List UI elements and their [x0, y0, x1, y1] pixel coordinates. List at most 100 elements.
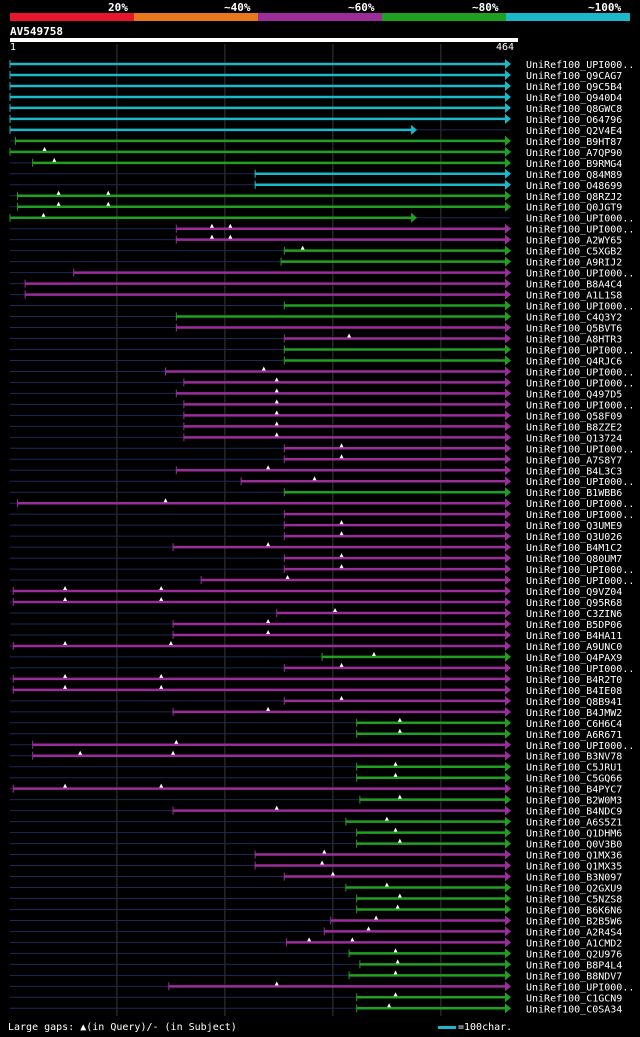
- hit-name-label[interactable]: UniRef100_C4Q3Y2: [526, 313, 622, 324]
- hit-name-label[interactable]: UniRef100_Q9CAG7: [526, 71, 622, 82]
- hit-row[interactable]: UniRef100_Q0JGT9: [10, 201, 622, 214]
- hit-name-label[interactable]: UniRef100_Q1MX35: [526, 862, 622, 873]
- hit-name-label[interactable]: UniRef100_A9RIJ2: [526, 258, 622, 269]
- hit-row[interactable]: UniRef100_O64796: [9, 113, 622, 126]
- hit-name-label[interactable]: UniRef100_B4L3C3: [526, 466, 622, 477]
- hit-name-label[interactable]: UniRef100_Q4PAX9: [526, 653, 622, 664]
- hit-row[interactable]: UniRef100_UPI000..: [10, 564, 634, 576]
- hit-row[interactable]: UniRef100_Q497D5: [10, 388, 622, 400]
- hit-row[interactable]: UniRef100_Q3UME9: [10, 520, 622, 532]
- hit-row[interactable]: UniRef100_A6S5Z1: [10, 816, 622, 829]
- hit-name-label[interactable]: UniRef100_UPI000..: [526, 499, 634, 510]
- hit-row[interactable]: UniRef100_Q58F09: [10, 410, 622, 422]
- hit-name-label[interactable]: UniRef100_A6R671: [526, 730, 622, 741]
- hit-name-label[interactable]: UniRef100_C0SA34: [526, 1004, 622, 1015]
- hit-name-label[interactable]: UniRef100_B4JMW2: [526, 708, 622, 719]
- hit-name-label[interactable]: UniRef100_B4R2T0: [526, 675, 622, 686]
- hit-name-label[interactable]: UniRef100_Q0JGT9: [526, 203, 622, 214]
- hit-name-label[interactable]: UniRef100_C5GQ66: [526, 774, 622, 785]
- hit-row[interactable]: UniRef100_Q80UM7: [10, 553, 622, 565]
- hit-name-label[interactable]: UniRef100_B5DP06: [526, 620, 622, 631]
- hit-row[interactable]: UniRef100_C5NZS8: [10, 893, 622, 905]
- hit-row[interactable]: UniRef100_B2W0M3: [10, 794, 622, 807]
- hit-row[interactable]: UniRef100_B5DP06: [10, 618, 622, 631]
- hit-name-label[interactable]: UniRef100_A8HTR3: [526, 335, 622, 346]
- hit-row[interactable]: UniRef100_C0SA34: [10, 1003, 622, 1015]
- hit-name-label[interactable]: UniRef100_Q3U026: [526, 532, 622, 543]
- hit-name-label[interactable]: UniRef100_O64796: [526, 115, 622, 126]
- hit-name-label[interactable]: UniRef100_Q4RJC6: [526, 356, 622, 367]
- hit-row[interactable]: UniRef100_UPI000..: [10, 366, 634, 378]
- hit-row[interactable]: UniRef100_Q13724: [10, 432, 622, 444]
- hit-name-label[interactable]: UniRef100_B9RMG4: [526, 159, 622, 170]
- hit-row[interactable]: UniRef100_B9HT87: [10, 135, 622, 148]
- hit-row[interactable]: UniRef100_B4IE08: [10, 684, 622, 697]
- hit-row[interactable]: UniRef100_UPI000..: [10, 662, 634, 675]
- hit-name-label[interactable]: UniRef100_Q8RZJ2: [526, 192, 622, 203]
- hit-name-label[interactable]: UniRef100_Q1MX36: [526, 851, 622, 862]
- hit-row[interactable]: UniRef100_Q1MX35: [10, 860, 622, 873]
- hit-row[interactable]: UniRef100_B4NDC9: [10, 805, 622, 818]
- hit-row[interactable]: UniRef100_Q8B941: [10, 695, 622, 708]
- hit-row[interactable]: UniRef100_Q4RJC6: [10, 355, 622, 367]
- hit-name-label[interactable]: UniRef100_B1WBB6: [526, 488, 622, 499]
- hit-name-label[interactable]: UniRef100_B2W0M3: [526, 796, 622, 807]
- hit-row[interactable]: UniRef100_B4L3C3: [10, 465, 622, 477]
- hit-row[interactable]: UniRef100_C5GQ66: [10, 772, 622, 785]
- hit-row[interactable]: UniRef100_B4HA11: [10, 629, 622, 642]
- hit-row[interactable]: UniRef100_UPI000..: [10, 300, 634, 313]
- hit-name-label[interactable]: UniRef100_Q9VZ04: [526, 587, 622, 598]
- hit-row[interactable]: UniRef100_A2R4S4: [10, 926, 622, 938]
- hit-name-label[interactable]: UniRef100_UPI000..: [526, 982, 634, 993]
- hit-name-label[interactable]: UniRef100_A2R4S4: [526, 927, 622, 938]
- hit-row[interactable]: UniRef100_Q3U026: [10, 531, 622, 543]
- hit-row[interactable]: UniRef100_Q1DHM6: [10, 827, 622, 840]
- hit-row[interactable]: UniRef100_A1CMD2: [10, 937, 622, 949]
- hit-row[interactable]: UniRef100_B6K6N6: [10, 904, 622, 916]
- hit-row[interactable]: UniRef100_UPI000..: [10, 223, 634, 236]
- hit-row[interactable]: UniRef100_UPI000..: [10, 267, 634, 280]
- hit-name-label[interactable]: UniRef100_UPI000..: [526, 741, 634, 752]
- hit-row[interactable]: UniRef100_B4JMW2: [10, 706, 622, 719]
- hit-name-label[interactable]: UniRef100_Q95R68: [526, 598, 622, 609]
- hit-name-label[interactable]: UniRef100_Q1DHM6: [526, 829, 622, 840]
- hit-name-label[interactable]: UniRef100_UPI000..: [526, 444, 634, 455]
- hit-row[interactable]: UniRef100_C5JRU1: [10, 761, 622, 774]
- hit-row[interactable]: UniRef100_B3N097: [10, 871, 622, 884]
- hit-name-label[interactable]: UniRef100_Q3UME9: [526, 521, 622, 532]
- hit-name-label[interactable]: UniRef100_B9HT87: [526, 137, 622, 148]
- hit-name-label[interactable]: UniRef100_UPI000..: [526, 367, 634, 378]
- hit-row[interactable]: UniRef100_Q0V3B0: [10, 838, 622, 851]
- hit-name-label[interactable]: UniRef100_UPI000..: [526, 565, 634, 576]
- hit-row[interactable]: UniRef100_UPI000..: [10, 476, 634, 488]
- hit-row[interactable]: UniRef100_Q5BVT6: [10, 322, 622, 335]
- hit-name-label[interactable]: UniRef100_C5NZS8: [526, 894, 622, 905]
- hit-name-label[interactable]: UniRef100_Q0V3B0: [526, 840, 622, 851]
- hit-row[interactable]: UniRef100_C1GCN9: [10, 992, 622, 1004]
- hit-name-label[interactable]: UniRef100_C5JRU1: [526, 763, 622, 774]
- hit-row[interactable]: UniRef100_B2B5W6: [10, 915, 622, 927]
- hit-row[interactable]: UniRef100_O48699: [10, 179, 622, 192]
- hit-name-label[interactable]: UniRef100_Q8B941: [526, 697, 622, 708]
- hit-row[interactable]: UniRef100_Q2V4E4: [9, 124, 622, 137]
- hit-row[interactable]: UniRef100_A9UNC0: [10, 640, 622, 653]
- hit-row[interactable]: UniRef100_UPI000..: [10, 377, 634, 389]
- hit-row[interactable]: UniRef100_UPI000..: [10, 344, 634, 356]
- hit-row[interactable]: UniRef100_B8ZZE2: [10, 421, 622, 433]
- hit-row[interactable]: UniRef100_UPI000..: [10, 575, 634, 587]
- hit-name-label[interactable]: UniRef100_UPI000..: [526, 214, 634, 225]
- hit-name-label[interactable]: UniRef100_Q497D5: [526, 389, 622, 400]
- hit-name-label[interactable]: UniRef100_A9UNC0: [526, 642, 622, 653]
- hit-row[interactable]: UniRef100_Q8GWC8: [9, 102, 622, 115]
- hit-name-label[interactable]: UniRef100_Q58F09: [526, 411, 622, 422]
- hit-row[interactable]: UniRef100_Q9C5B4: [9, 80, 622, 93]
- hit-row[interactable]: UniRef100_C3ZIN6: [10, 608, 622, 620]
- hit-name-label[interactable]: UniRef100_O48699: [526, 181, 622, 192]
- hit-name-label[interactable]: UniRef100_A7S8Y7: [526, 455, 622, 466]
- hit-name-label[interactable]: UniRef100_Q9C5B4: [526, 82, 622, 93]
- hit-name-label[interactable]: UniRef100_A2WY65: [526, 236, 622, 247]
- hit-row[interactable]: UniRef100_B9RMG4: [10, 157, 622, 170]
- hit-row[interactable]: UniRef100_UPI000..: [10, 509, 634, 521]
- hit-name-label[interactable]: UniRef100_UPI000..: [526, 477, 634, 488]
- hit-name-label[interactable]: UniRef100_B4IE08: [526, 686, 622, 697]
